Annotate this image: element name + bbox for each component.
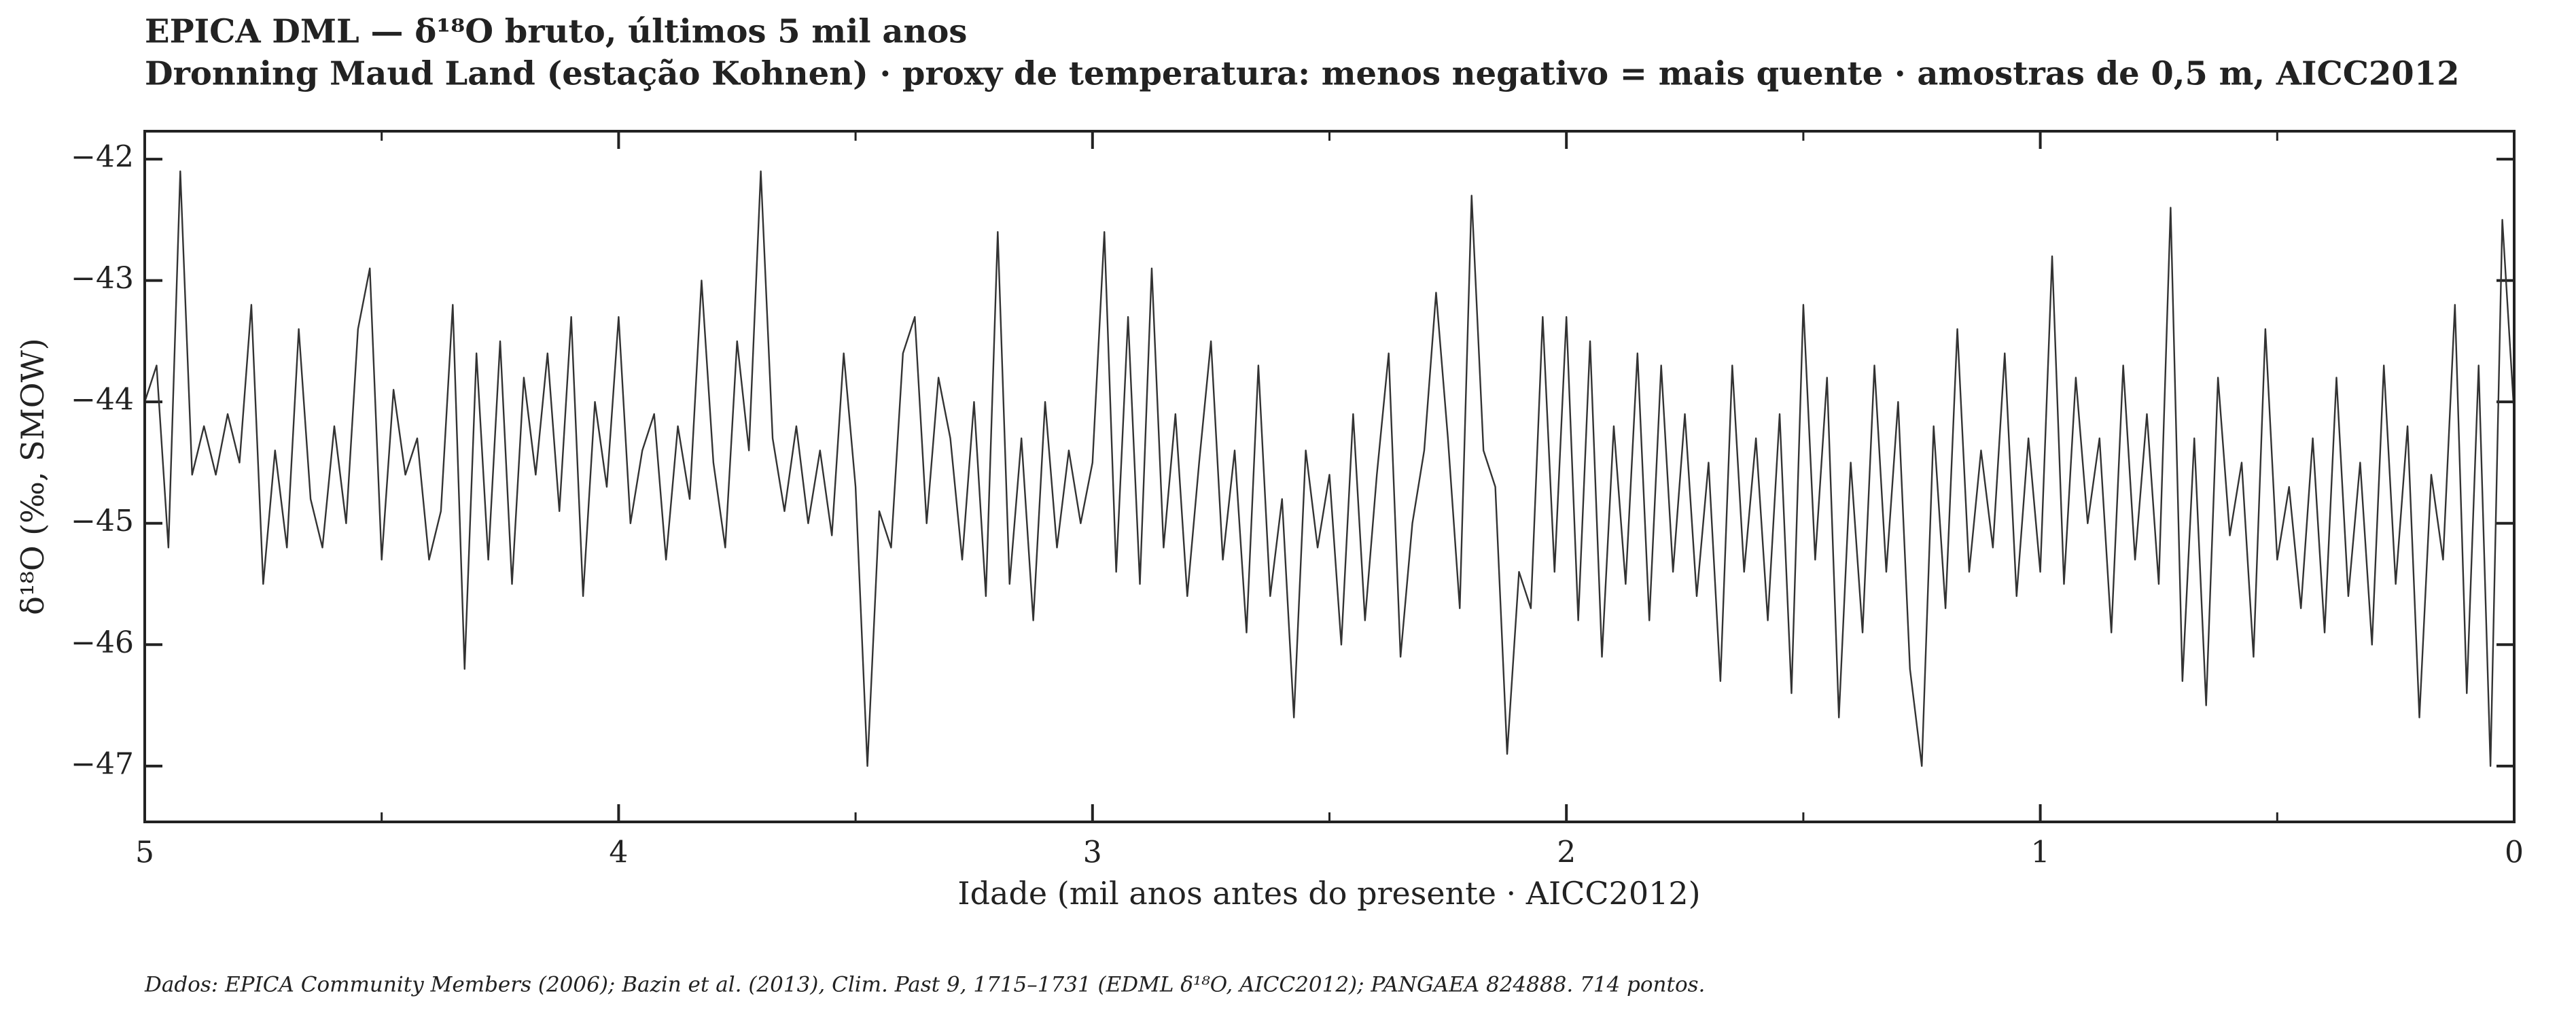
data-line (143, 170, 2516, 768)
chart-subtitle: Dronning Maud Land (estação Kohnen) · pr… (145, 55, 2460, 93)
x-tick-label: 5 (135, 835, 154, 870)
chart-title: EPICA DML — δ¹⁸O bruto, últimos 5 mil an… (145, 13, 967, 51)
caption: Dados: EPICA Community Members (2006); B… (144, 973, 1705, 997)
x-axis-label: Idade (mil anos antes do presente · AICC… (957, 875, 1700, 912)
y-tick-label: −42 (71, 140, 134, 175)
y-axis-label: δ¹⁸O (‰, SMOW) (14, 338, 51, 615)
x-tick-label: 1 (2031, 835, 2050, 870)
y-tick-label: −47 (71, 746, 134, 781)
plot-frame (143, 130, 2516, 823)
x-tick-label: 2 (1557, 835, 1576, 870)
x-tick-label: 4 (609, 835, 628, 870)
x-tick-label: 0 (2505, 835, 2524, 870)
x-tick-label: 3 (1083, 835, 1102, 870)
y-tick-label: −43 (71, 261, 134, 296)
y-tick-label: −45 (71, 504, 134, 538)
y-tick-label: −46 (71, 625, 134, 660)
y-tick-label: −44 (71, 383, 134, 417)
